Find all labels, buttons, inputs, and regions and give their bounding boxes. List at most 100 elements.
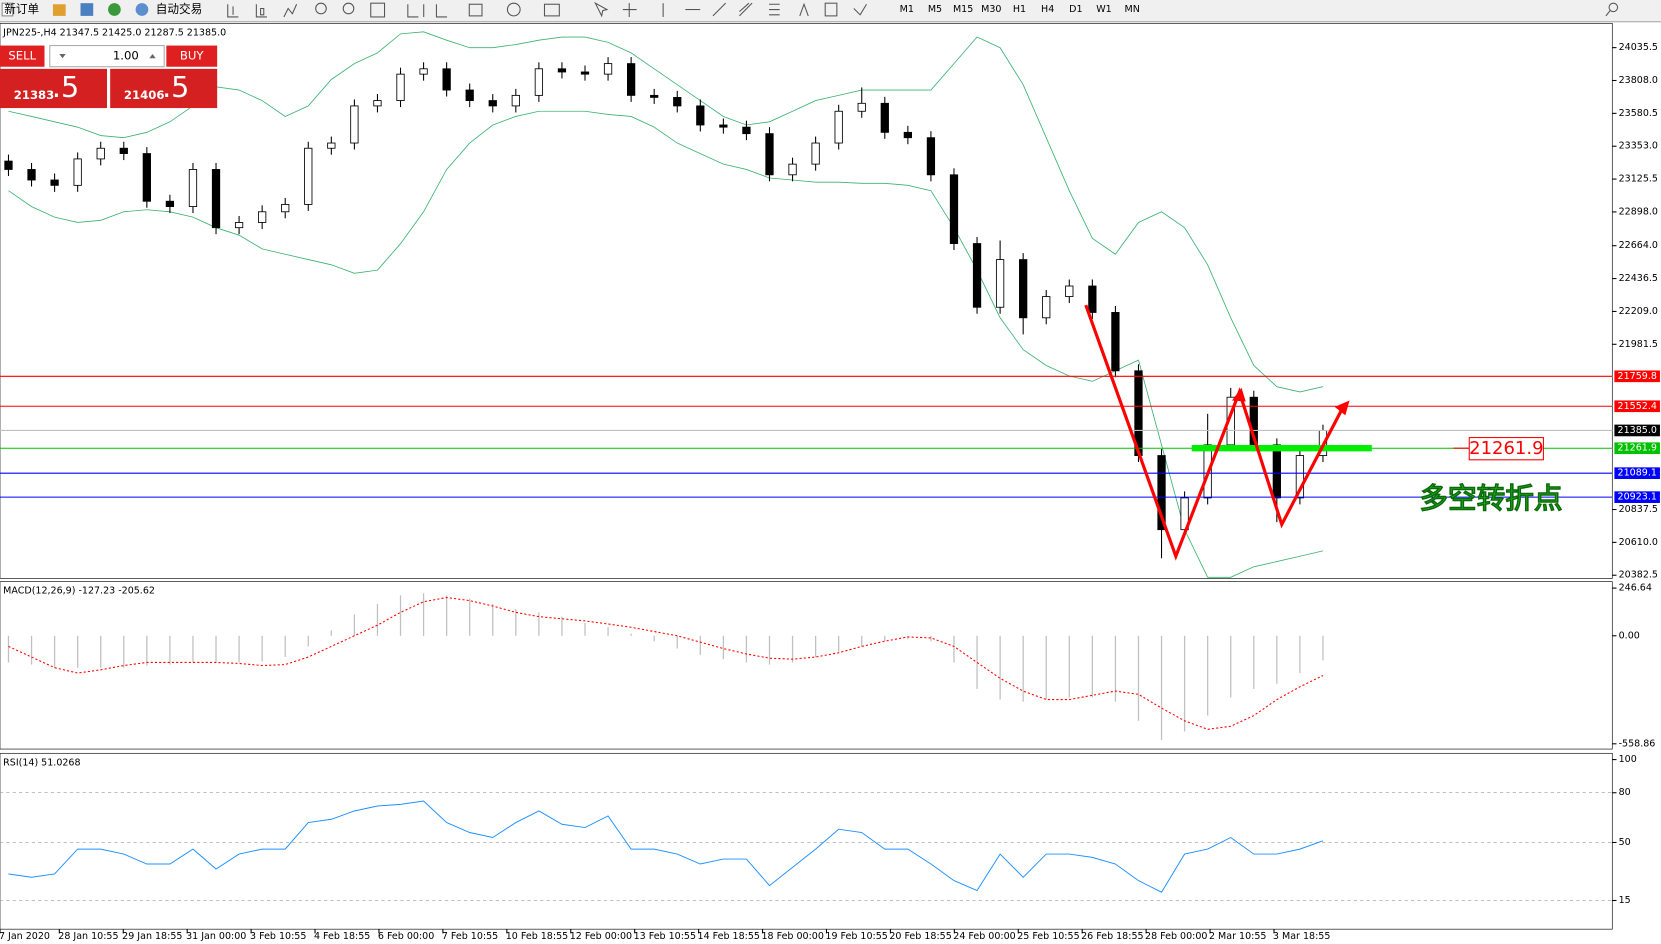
candle-body [1042, 296, 1051, 319]
y-tick-label: -558.86 [1619, 738, 1656, 749]
candle-body [234, 222, 244, 229]
sell-label[interactable]: SELL [8, 49, 36, 63]
annotation-note: 多空转折点 [1419, 481, 1562, 515]
candle-body [350, 105, 359, 144]
x-tick-label: 29 Jan 18:55 [122, 931, 182, 942]
icon[interactable] [1, 2, 14, 17]
auto-trading-button[interactable]: 自动交易 [156, 2, 203, 16]
bid-fraction[interactable]: .5 [52, 70, 79, 104]
new-order-button[interactable]: 新订单 [4, 2, 39, 16]
candle-body [557, 68, 567, 73]
lot-input[interactable] [49, 45, 165, 68]
sell-button[interactable] [0, 45, 45, 67]
y-tick-label: 20837.5 [1619, 504, 1658, 515]
level-label: 20923.1 [1618, 492, 1657, 503]
macd-signal [8, 596, 1324, 730]
candle-body [880, 102, 889, 133]
candle-body [742, 126, 751, 135]
timeframe-button[interactable]: MN [1125, 4, 1140, 15]
y-tick-label: 23353.0 [1619, 141, 1658, 152]
candle-body [834, 110, 843, 144]
candle-body [650, 94, 659, 98]
annotations: 21261.9 多空转折点 [1084, 304, 1563, 561]
candle-body [73, 158, 82, 186]
icon[interactable] [108, 3, 121, 16]
x-tick-label: 31 Jan 00:00 [186, 931, 246, 942]
icon[interactable] [52, 4, 66, 16]
timeframe-button[interactable]: D1 [1069, 4, 1082, 15]
ask-fraction[interactable]: .5 [162, 70, 189, 104]
x-tick-label: 14 Feb 18:55 [698, 931, 760, 942]
trade-panel: SELL 1.00 BUY 21383 .5 21406 .5 [0, 45, 218, 109]
bid-price[interactable]: 21383 [14, 88, 54, 102]
x-tick-label: 6 Feb 00:00 [378, 931, 434, 942]
candle-body [419, 68, 428, 75]
candle-body [511, 94, 520, 107]
candle-body [165, 200, 175, 208]
y-tick-label: 24035.5 [1619, 42, 1658, 53]
candle-body [4, 160, 13, 170]
candle-body [465, 89, 474, 101]
rsi-chart: 100 80 50 15 RSI(14) 51.0268 [0, 754, 1637, 906]
candle-body [373, 100, 382, 107]
level-tag [1614, 442, 1660, 455]
candle-body [442, 68, 451, 91]
candle-body [211, 169, 221, 229]
candle-body [949, 174, 959, 244]
candle-body [1065, 285, 1074, 297]
icon[interactable] [135, 3, 149, 16]
candle-body [603, 63, 613, 75]
timeframe-button[interactable]: W1 [1096, 4, 1111, 15]
y-tick-label: 22436.5 [1619, 273, 1658, 284]
x-tick-label: 26 Feb 18:55 [1081, 931, 1143, 942]
lot-up[interactable] [149, 54, 156, 59]
candle-body [580, 71, 590, 75]
candle-body [27, 169, 36, 181]
lot-down[interactable] [59, 54, 66, 59]
candle-body [96, 147, 105, 160]
x-tick-label: 28 Jan 10:55 [58, 931, 118, 942]
timeframe-button[interactable]: H4 [1041, 4, 1054, 15]
candle-body [50, 179, 59, 186]
ask-box[interactable] [110, 68, 218, 109]
y-tick-label: 22898.0 [1619, 206, 1658, 217]
timeframe-button[interactable]: M5 [928, 4, 942, 15]
ask-price[interactable]: 21406 [124, 88, 164, 102]
x-tick-label: 24 Feb 00:00 [953, 931, 1015, 942]
candle-body [673, 96, 682, 107]
candle-body [396, 73, 405, 101]
bollinger-band [8, 31, 1324, 393]
lot-value[interactable]: 1.00 [113, 49, 139, 63]
icon[interactable] [80, 3, 94, 16]
level-tag [1614, 424, 1660, 437]
y-tick-label: 0.00 [1619, 630, 1640, 641]
candle-body [304, 147, 313, 205]
candle-body [1111, 312, 1120, 372]
rsi-line [8, 800, 1324, 893]
x-tick-label: 2 Mar 10:55 [1209, 931, 1266, 942]
candle-body [972, 243, 982, 308]
bid-box[interactable] [0, 68, 107, 109]
timeframe-button[interactable]: H1 [1013, 4, 1026, 15]
y-tick-label: 100 [1619, 754, 1637, 765]
timeframe-button[interactable]: M30 [981, 4, 1001, 15]
candle-body [995, 259, 1005, 308]
y-tick-label: 23580.5 [1619, 108, 1658, 119]
timeframe-button[interactable]: M15 [953, 4, 973, 15]
candle-body [488, 100, 497, 107]
y-tick-label: 20610.0 [1619, 537, 1658, 548]
x-tick-label: 13 Feb 10:55 [634, 931, 696, 942]
candle-body [327, 142, 336, 149]
candle-body [1157, 455, 1166, 531]
level-label: 21759.8 [1618, 371, 1657, 382]
level-label: 21089.1 [1618, 468, 1657, 479]
x-tick-label: 12 Feb 00:00 [570, 931, 632, 942]
tool-icons[interactable] [227, 1, 1619, 18]
annotation-price: 21261.9 [1469, 438, 1543, 459]
buy-button[interactable] [166, 45, 218, 67]
level-tag [1614, 370, 1660, 383]
buy-label[interactable]: BUY [180, 49, 205, 63]
timeframe-button[interactable]: M1 [900, 4, 914, 15]
time-axis: 7 Jan 2020 28 Jan 10:55 29 Jan 18:55 31 Jan… [0, 929, 1330, 942]
